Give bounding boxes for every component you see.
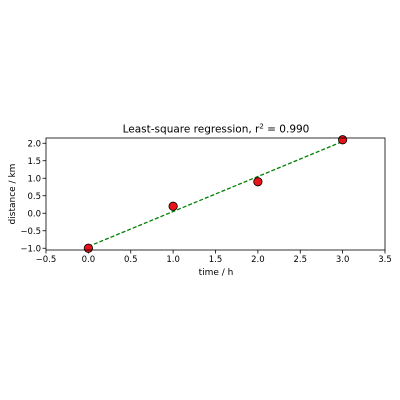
y-axis-ticks: −1.0 −0.5 0.0 0.5 1.0 1.5 2.0 <box>20 139 46 254</box>
x-tick-label: 2.0 <box>251 255 265 265</box>
regression-line <box>88 140 343 248</box>
plot-content <box>83 135 348 253</box>
y-tick-label: 1.5 <box>27 157 41 167</box>
y-tick-label: −1.0 <box>20 244 41 254</box>
y-tick-label: −0.5 <box>20 227 41 237</box>
y-tick-label: 1.0 <box>27 174 41 184</box>
y-tick-label: 0.5 <box>27 192 41 202</box>
x-axis-label: time / h <box>199 268 234 278</box>
y-tick-label: 0.0 <box>27 209 41 219</box>
data-point <box>338 135 348 145</box>
x-tick-label: 1.5 <box>209 255 223 265</box>
data-point <box>168 201 178 211</box>
x-tick-label: 0.0 <box>82 255 96 265</box>
x-tick-label: 3.5 <box>378 255 392 265</box>
x-tick-label: −0.5 <box>36 255 57 265</box>
chart-title-superscript: 2 <box>259 123 263 131</box>
data-point <box>253 177 263 187</box>
axes-frame <box>45 137 386 251</box>
y-axis-label: distance / km <box>8 164 18 225</box>
chart-title-prefix: Least-square regression, r <box>123 124 260 136</box>
x-tick-label: 0.5 <box>124 255 138 265</box>
chart-title-suffix: = 0.990 <box>264 124 310 136</box>
x-tick-label: 1.0 <box>166 255 180 265</box>
x-tick-label: 3.0 <box>336 255 350 265</box>
data-point <box>83 243 93 253</box>
x-tick-label: 2.5 <box>293 255 307 265</box>
chart-title: Least-square regression, r2 = 0.990 <box>123 123 310 136</box>
y-tick-label: 2.0 <box>27 139 41 149</box>
x-axis-ticks: −0.5 0.0 0.5 1.0 1.5 2.0 2.5 3.0 3.5 <box>36 250 392 265</box>
